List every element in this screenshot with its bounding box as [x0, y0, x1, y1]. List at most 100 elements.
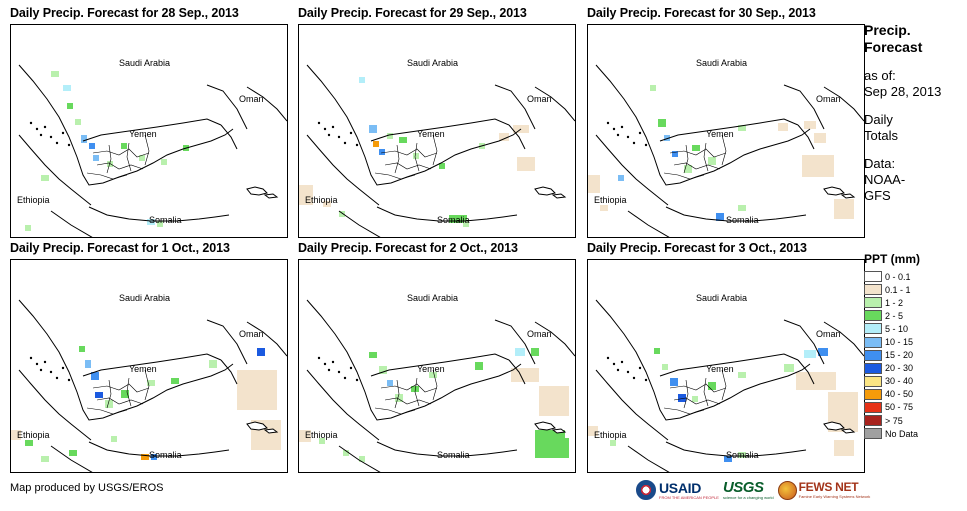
island-outline: [263, 428, 279, 434]
info-title-line2: Forecast: [864, 39, 923, 55]
map-canvas: [299, 64, 575, 237]
island-dot: [616, 133, 620, 137]
precip-cell: [139, 155, 145, 161]
precip-cell: [25, 440, 33, 446]
island-dot: [644, 378, 648, 382]
precip-cell: [708, 382, 716, 390]
precip-cell: [796, 372, 836, 390]
legend-swatch: [864, 362, 882, 374]
island-dot: [39, 368, 43, 372]
precip-cell: [600, 205, 608, 211]
forecast-map: Saudi Arabia Oman Yemen Ethiopia Somalia: [587, 24, 865, 238]
precip-cell: [51, 71, 59, 77]
legend-label: 10 - 15: [885, 337, 914, 348]
data-source-line2: NOAA-: [864, 172, 906, 187]
legend-label: 5 - 10: [885, 323, 909, 334]
legend-label: 15 - 20: [885, 350, 914, 361]
coastline-border: [797, 124, 815, 150]
island-dot: [39, 133, 43, 137]
coastline-border: [595, 134, 669, 206]
island-dot: [323, 362, 327, 366]
legend-swatch: [864, 388, 882, 400]
island-dot: [317, 356, 321, 360]
panel-title: Daily Precip. Forecast for 1 Oct., 2013: [10, 241, 230, 255]
district-boundary: [106, 144, 112, 174]
district-boundary: [106, 379, 112, 409]
legend-item: 30 - 40: [864, 375, 964, 388]
legend-swatch: [864, 428, 882, 440]
legend-swatch: [864, 323, 882, 335]
coastline-border: [508, 359, 526, 385]
map-credit: Map produced by USGS/EROS: [10, 482, 164, 494]
label-saudi: Saudi Arabia: [407, 293, 459, 303]
legend-label: 50 - 75: [885, 402, 914, 413]
island-dot: [626, 370, 630, 374]
district-boundary: [703, 377, 709, 407]
island-outline: [551, 428, 567, 434]
island-dot: [349, 366, 353, 370]
usgs-logo: USGS science for a changing world: [723, 480, 774, 500]
island-dot: [606, 356, 610, 360]
district-boundary: [384, 162, 432, 170]
fews-globe-icon: [777, 480, 797, 500]
precip-cell: [319, 438, 325, 444]
precip-cell: [107, 161, 113, 167]
district-boundary: [683, 144, 689, 174]
district-boundary: [394, 144, 400, 174]
island-dot: [35, 362, 39, 366]
totals-line1: Daily: [864, 112, 893, 127]
island-dot: [616, 368, 620, 372]
precip-legend: PPT (mm) 0 - 0.1 0.1 - 1 1 - 2 2 - 5 5 - 10 1…: [864, 252, 964, 440]
precip-cell: [692, 145, 700, 151]
island-dot: [337, 370, 341, 374]
precip-cell: [157, 221, 163, 227]
legend-swatch: [864, 349, 882, 361]
label-yemen: Yemen: [417, 364, 445, 374]
island-dot: [632, 376, 636, 380]
label-ethiopia: Ethiopia: [17, 430, 50, 440]
precip-cell: [692, 396, 698, 402]
district-boundary: [92, 383, 150, 393]
label-somalia: Somalia: [149, 450, 182, 460]
info-title-line1: Precip.: [864, 22, 911, 38]
precip-cell: [323, 201, 331, 207]
label-oman: Oman: [527, 94, 552, 104]
precip-cell: [778, 123, 788, 131]
island-dot: [55, 376, 59, 380]
precip-cell: [499, 133, 509, 141]
island-dot: [43, 360, 47, 364]
island-dot: [331, 125, 335, 129]
coastline-border: [50, 210, 93, 237]
label-oman: Oman: [527, 329, 552, 339]
island-dot: [327, 368, 331, 372]
legend-swatch: [864, 336, 882, 348]
totals-line2: Totals: [864, 128, 898, 143]
coastline-border: [627, 210, 670, 237]
coastline-border: [82, 118, 222, 142]
precip-cell: [654, 348, 660, 354]
coastline-border: [627, 445, 670, 472]
island-outline: [823, 421, 845, 431]
district-boundary: [669, 383, 727, 393]
district-boundary: [126, 142, 132, 172]
precip-cell: [395, 394, 403, 402]
coastline-border: [306, 134, 380, 206]
precip-cell: [517, 157, 535, 171]
island-dot: [355, 378, 359, 382]
coastline-border: [246, 86, 287, 122]
asof-date: Sep 28, 2013: [864, 84, 942, 99]
legend-item: 10 - 15: [864, 335, 964, 348]
district-boundary: [96, 162, 144, 170]
coastline-border: [534, 86, 575, 122]
island-dot: [606, 121, 610, 125]
precip-cell: [339, 211, 345, 217]
precip-cell: [784, 364, 794, 372]
district-boundary: [384, 397, 432, 405]
precip-cell: [79, 346, 85, 352]
map-canvas: [588, 64, 864, 237]
district-boundary: [92, 148, 150, 158]
label-somalia: Somalia: [726, 450, 759, 460]
precip-cell: [463, 221, 469, 227]
label-yemen: Yemen: [706, 364, 734, 374]
label-yemen: Yemen: [129, 129, 157, 139]
